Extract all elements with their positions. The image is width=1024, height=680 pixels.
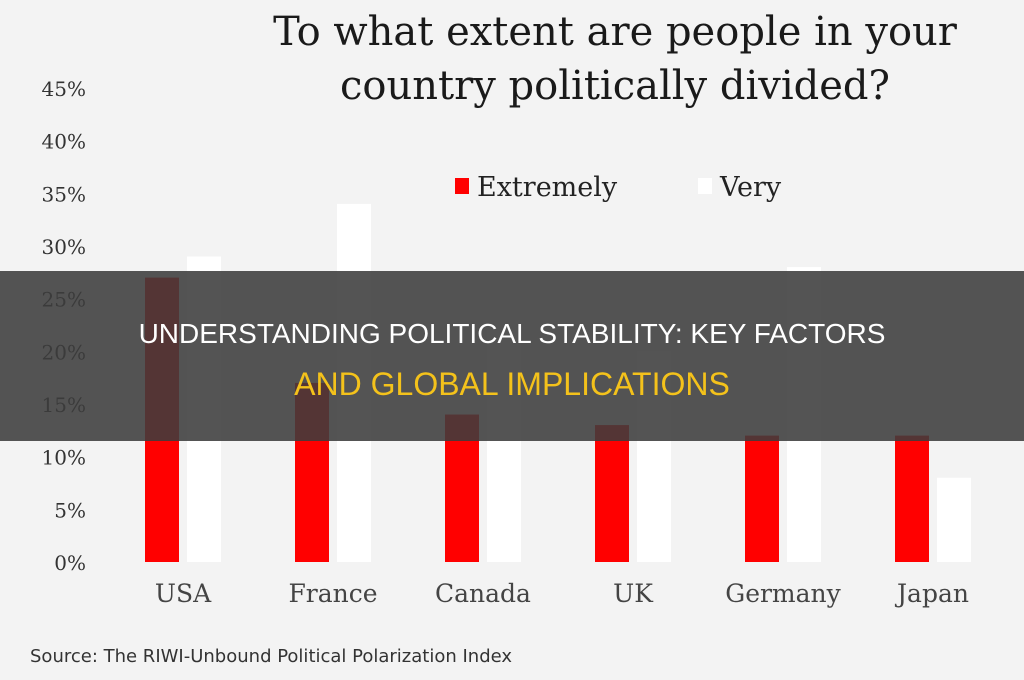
- y-tick-label: 35%: [42, 182, 86, 206]
- y-tick-label: 5%: [54, 498, 86, 522]
- banner-headline-line-2: AND GLOBAL IMPLICATIONS: [294, 366, 730, 402]
- legend-label: Very: [719, 172, 782, 203]
- y-tick-label: 0%: [54, 551, 86, 575]
- bar-extremely-uk: [595, 425, 629, 562]
- bar-extremely-japan: [895, 435, 929, 562]
- x-tick-label: France: [288, 579, 377, 608]
- x-tick-label: Canada: [435, 579, 531, 608]
- bar-very-japan: [937, 477, 971, 562]
- bar-extremely-germany: [745, 435, 779, 562]
- chart-title-line-1: To what extent are people in your: [273, 9, 957, 55]
- title-banner: [0, 271, 1024, 441]
- source-note: Source: The RIWI-Unbound Political Polar…: [30, 646, 513, 667]
- legend-label: Extremely: [477, 172, 618, 203]
- x-tick-label: Germany: [725, 579, 841, 608]
- y-tick-label: 30%: [42, 235, 86, 259]
- banner-headline-line-1: UNDERSTANDING POLITICAL STABILITY: KEY F…: [138, 318, 886, 349]
- y-tick-label: 10%: [42, 446, 86, 470]
- y-tick-label: 40%: [42, 130, 86, 154]
- x-tick-label: UK: [613, 579, 654, 608]
- legend-swatch: [455, 178, 469, 194]
- legend-swatch: [698, 178, 712, 194]
- x-tick-label: USA: [155, 579, 212, 608]
- y-tick-label: 45%: [42, 77, 86, 101]
- chart-title-line-2: country politically divided?: [340, 63, 890, 109]
- x-tick-label: Japan: [894, 579, 969, 608]
